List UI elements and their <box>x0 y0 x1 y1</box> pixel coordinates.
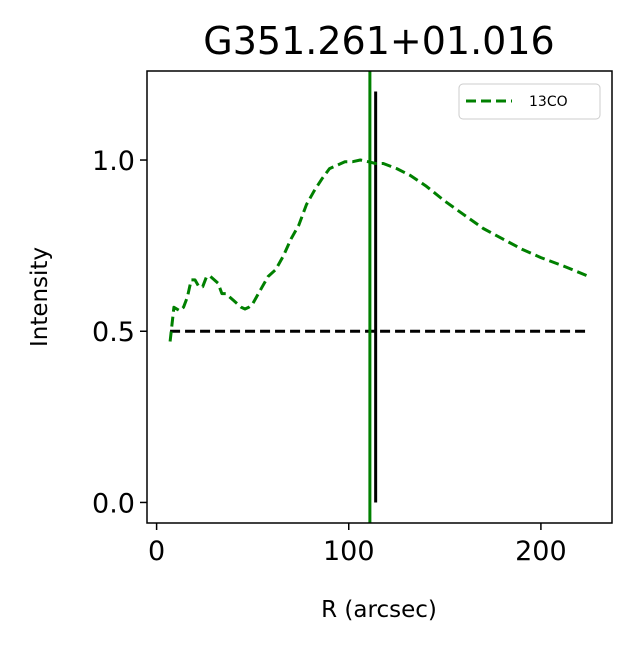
legend: 13CO <box>458 83 601 120</box>
x-tick-label: 0 <box>148 536 165 567</box>
y-tick-label: 1.0 <box>92 146 135 177</box>
y-tick-label: 0.0 <box>92 488 135 519</box>
y-axis: 0.0 0.5 1.0 <box>92 146 147 519</box>
series-line-13co <box>168 158 590 342</box>
x-tick-label: 100 <box>323 536 375 567</box>
plot-frame <box>146 70 613 524</box>
plot-area <box>168 71 590 523</box>
y-axis-label: Intensity <box>27 247 53 347</box>
x-axis: 0 100 200 <box>148 523 567 567</box>
y-tick-label: 0.5 <box>92 317 135 348</box>
legend-box <box>458 83 601 120</box>
legend-label-13co: 13CO <box>529 94 568 110</box>
x-axis-label: R (arcsec) <box>321 597 437 623</box>
chart-title: G351.261+01.016 <box>203 19 554 63</box>
x-tick-label: 200 <box>515 536 567 567</box>
